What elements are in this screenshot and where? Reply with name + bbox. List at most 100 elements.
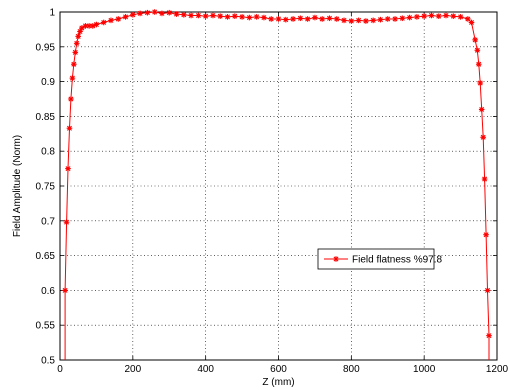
- data-point: [195, 12, 202, 19]
- data-point: [181, 11, 187, 18]
- data-point: [73, 40, 80, 47]
- data-point: [69, 75, 76, 81]
- data-point: [480, 134, 486, 141]
- data-point: [319, 16, 325, 22]
- data-point: [392, 16, 398, 22]
- data-point: [268, 16, 275, 22]
- data-point: [282, 16, 289, 23]
- x-tick-label: 800: [343, 364, 360, 375]
- series-layer: [62, 9, 492, 360]
- y-tick-label: 0.55: [36, 321, 56, 332]
- x-tick-label: 1200: [486, 364, 509, 375]
- data-point: [115, 16, 122, 22]
- data-point: [253, 14, 260, 20]
- data-point: [68, 96, 74, 102]
- data-point: [159, 10, 165, 17]
- x-axis-label: Z (mm): [262, 377, 294, 388]
- data-point: [75, 33, 82, 40]
- data-point: [239, 14, 245, 20]
- data-point: [188, 12, 194, 19]
- data-point: [224, 14, 231, 20]
- data-point: [472, 37, 478, 43]
- legend-marker-icon: [333, 256, 339, 262]
- data-point: [355, 17, 362, 24]
- y-tick-label: 0.85: [36, 112, 56, 123]
- data-point: [210, 12, 216, 19]
- data-point: [246, 14, 253, 21]
- data-point: [261, 14, 267, 21]
- x-tick-label: 0: [57, 364, 63, 375]
- data-point: [348, 18, 355, 24]
- data-point: [474, 47, 481, 54]
- data-point: [370, 17, 376, 24]
- data-point: [428, 12, 435, 19]
- x-tick-label: 600: [270, 364, 287, 375]
- x-tick-label: 400: [197, 364, 214, 375]
- data-point: [341, 17, 347, 24]
- data-point: [79, 25, 85, 31]
- data-point: [93, 21, 100, 28]
- data-point: [65, 165, 71, 172]
- data-point: [232, 13, 238, 19]
- y-tick-label: 0.5: [41, 356, 55, 367]
- data-point: [465, 16, 471, 22]
- data-point: [77, 28, 83, 35]
- data-point: [414, 14, 420, 20]
- data-point: [108, 17, 114, 24]
- data-point: [363, 18, 369, 24]
- data-point: [290, 16, 296, 22]
- legend: Field flatness %97.8: [317, 248, 442, 270]
- data-point: [173, 11, 180, 17]
- y-tick-label: 0.65: [36, 251, 56, 262]
- data-point: [435, 13, 442, 19]
- data-point: [484, 287, 491, 294]
- data-point: [377, 16, 384, 23]
- data-point: [475, 61, 482, 67]
- x-tick-label: 1000: [413, 364, 436, 375]
- legend-box: [317, 248, 435, 270]
- data-point: [62, 287, 68, 294]
- y-tick-label: 0.9: [41, 77, 55, 88]
- data-point: [333, 16, 340, 22]
- data-point: [137, 10, 143, 17]
- data-point: [122, 14, 129, 20]
- x-tick-label: 200: [124, 364, 141, 375]
- data-point: [217, 13, 224, 19]
- data-point: [468, 19, 475, 26]
- data-point: [478, 106, 485, 113]
- data-point: [483, 231, 489, 238]
- data-point: [486, 332, 492, 339]
- data-point: [144, 9, 151, 16]
- data-point: [477, 80, 484, 86]
- legend-entry-label: Field flatness %97.8: [352, 255, 442, 266]
- legend-marker: [333, 256, 339, 262]
- data-point: [304, 16, 311, 22]
- data-point: [457, 14, 464, 20]
- data-point: [166, 9, 173, 16]
- y-axis-label: Field Amplitude (Norm): [12, 135, 23, 237]
- data-point: [326, 15, 333, 22]
- y-tick-label: 0.6: [41, 286, 55, 297]
- data-point: [450, 13, 457, 19]
- data-point: [312, 14, 318, 21]
- y-tick-label: 1: [49, 8, 55, 19]
- data-point: [202, 13, 209, 19]
- data-point: [406, 14, 413, 21]
- y-tick-label: 0.8: [41, 147, 55, 158]
- data-point: [151, 9, 158, 15]
- data-point: [297, 15, 304, 22]
- data-point: [384, 16, 391, 22]
- y-tick-label: 0.95: [36, 42, 56, 53]
- data-point: [399, 15, 406, 22]
- data-point: [100, 19, 107, 26]
- data-point: [130, 11, 136, 18]
- axis-ticks: 0 200 400 600 800 1000 1200 0.5 0.55 0.6 0.65 0.7 0.…: [36, 8, 509, 376]
- data-point: [86, 23, 92, 29]
- data-point: [63, 219, 70, 225]
- y-tick-label: 0.7: [41, 216, 55, 227]
- data-point: [66, 125, 73, 132]
- data-point: [71, 61, 77, 67]
